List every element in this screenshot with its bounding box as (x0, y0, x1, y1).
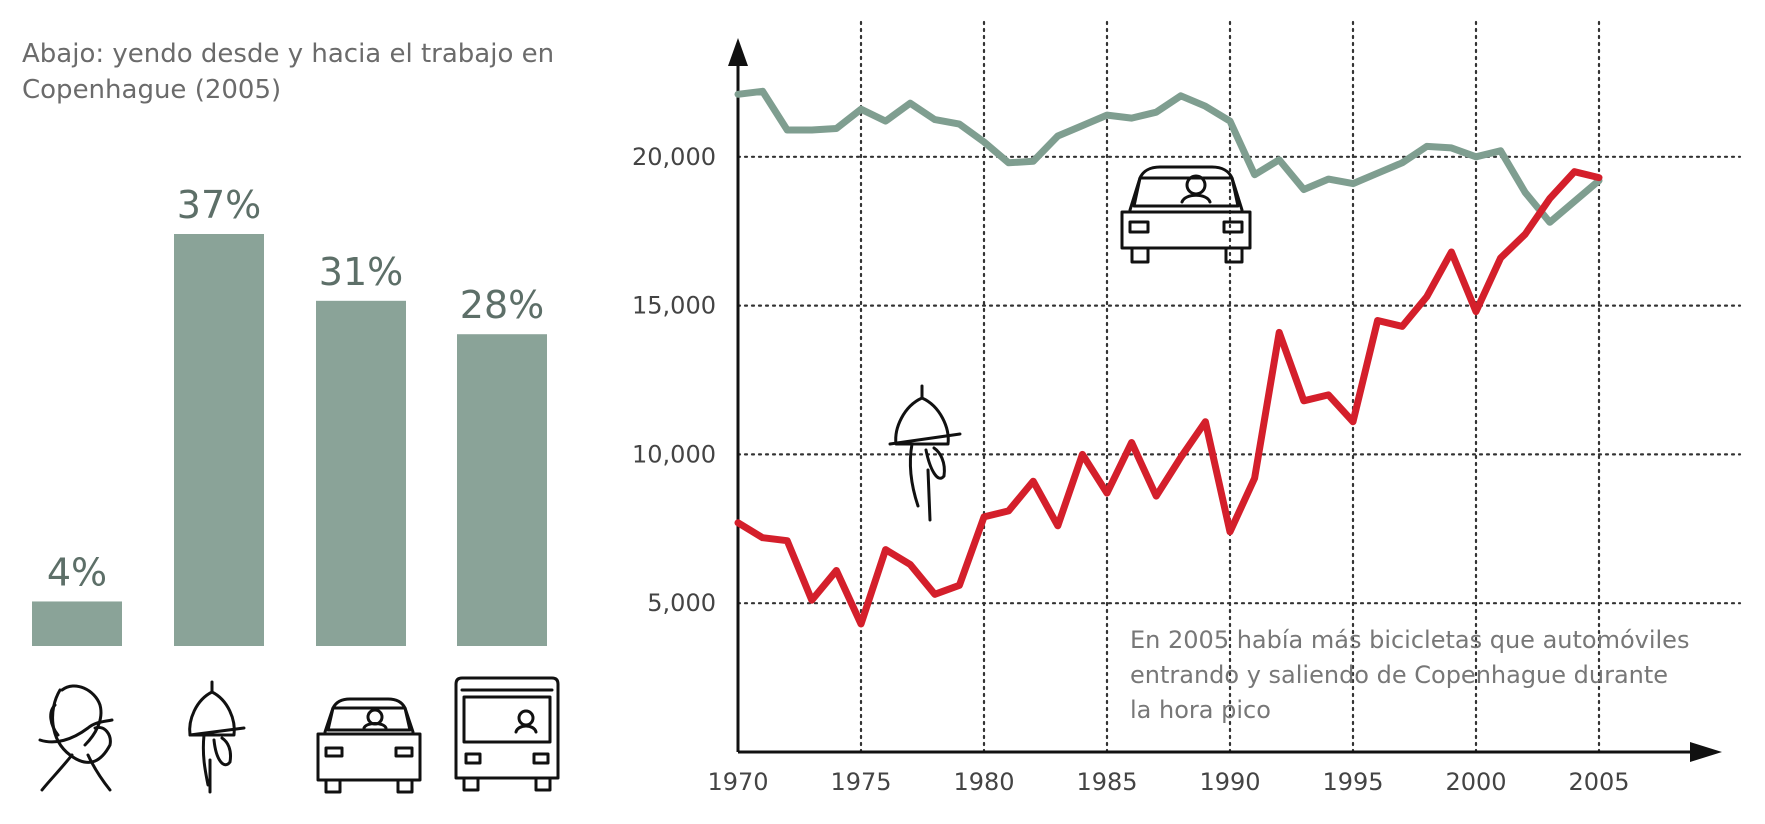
x-axis-arrow (1690, 742, 1722, 762)
grid (736, 20, 1742, 754)
line-chart: 1970 1975 1980 1985 1990 1995 2000 2005 5,000 10… (632, 20, 1742, 796)
x-tick-label: 1990 (1199, 768, 1260, 796)
bar-car (316, 300, 406, 646)
x-tick-label: 1975 (830, 768, 891, 796)
y-axis-arrow (728, 38, 748, 66)
annotation-line: la hora pico (1130, 696, 1271, 724)
bar-value-label: 28% (460, 283, 544, 327)
chart-title: Abajo: yendo desde y hacia el trabajo en… (22, 39, 555, 105)
y-tick-label: 20,000 (632, 143, 716, 171)
axes (728, 38, 1722, 762)
y-tick-label: 15,000 (632, 292, 716, 320)
y-tick-label: 10,000 (632, 440, 716, 468)
mode-icons (38, 676, 560, 794)
bicycle-count-line (734, 168, 1603, 628)
x-tick-label: 2005 (1568, 768, 1629, 796)
series-lines (734, 87, 1603, 628)
bar-value-label: 37% (177, 183, 261, 227)
car-icon (1120, 165, 1252, 264)
annotation-line: En 2005 había más bicicletas que automóv… (1130, 626, 1689, 654)
x-tick-labels: 1970 1975 1980 1985 1990 1995 2000 2005 (707, 768, 1629, 796)
x-tick-label: 2000 (1445, 768, 1506, 796)
bus-icon (454, 676, 560, 792)
y-tick-labels: 5,000 10,000 15,000 20,000 (632, 143, 716, 617)
x-tick-label: 1970 (707, 768, 768, 796)
bar-value-label: 31% (319, 250, 403, 294)
bar-value-label: 4% (47, 550, 107, 594)
bar-chart: 4% 37% 31% 28% (32, 183, 547, 646)
walking-icon (38, 684, 114, 792)
annotation-line: entrando y saliendo de Copenhague durant… (1130, 661, 1668, 689)
bar-walking (32, 601, 122, 646)
bar-bicycle (174, 234, 264, 646)
bicycle-icon (188, 680, 246, 794)
car-count-line (734, 87, 1603, 226)
y-tick-label: 5,000 (647, 589, 716, 617)
annotation-text: En 2005 había más bicicletas que automóv… (1130, 626, 1689, 724)
x-tick-label: 1995 (1322, 768, 1383, 796)
bar-bus (457, 334, 547, 646)
car-icon (316, 697, 422, 794)
x-tick-label: 1980 (953, 768, 1014, 796)
bicycle-icon (888, 384, 962, 522)
x-tick-label: 1985 (1076, 768, 1137, 796)
